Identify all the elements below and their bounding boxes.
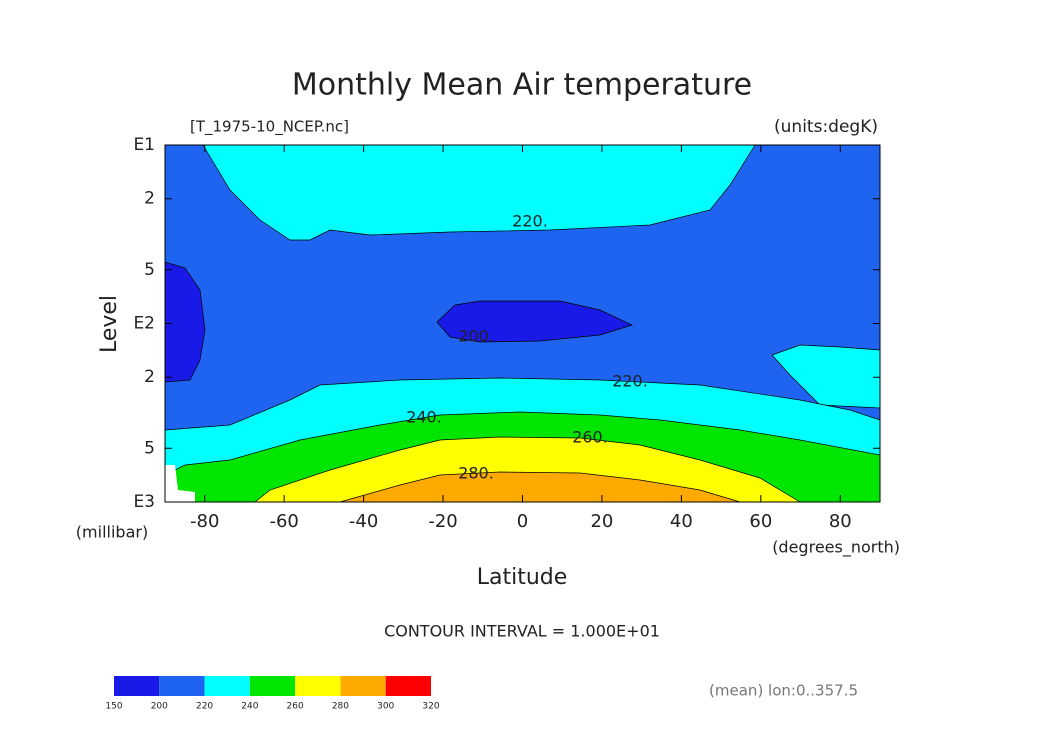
contour-label: 260. bbox=[572, 428, 608, 447]
x-tick-label: 0 bbox=[517, 511, 528, 532]
x-tick-label: -20 bbox=[428, 511, 457, 532]
colorbar-box bbox=[249, 676, 296, 696]
contour-label: 240. bbox=[406, 408, 442, 427]
y-tick-label: 5 bbox=[144, 438, 155, 458]
y-tick-label: E3 bbox=[133, 492, 155, 512]
colorbar-label: 260 bbox=[287, 702, 304, 712]
x-tick-label: 20 bbox=[590, 511, 613, 532]
contour-region bbox=[202, 144, 756, 241]
contour-label: 220. bbox=[512, 212, 548, 231]
x-axis-label: Latitude bbox=[477, 565, 568, 590]
colorbar-box bbox=[385, 676, 431, 696]
x-tick-label: 80 bbox=[829, 511, 852, 532]
colorbar-label: 280 bbox=[332, 702, 349, 712]
colorbar-label: 320 bbox=[422, 702, 439, 712]
x-tick-label: -60 bbox=[269, 511, 298, 532]
contour-region bbox=[436, 300, 633, 343]
x-tick-label: 60 bbox=[749, 511, 772, 532]
x-tick-label: 40 bbox=[670, 511, 693, 532]
contour-label: 220. bbox=[612, 372, 648, 391]
contour-label: 280. bbox=[458, 464, 494, 483]
colorbar-label: 220 bbox=[196, 702, 213, 712]
x-units: (degrees_north) bbox=[772, 538, 900, 558]
y-tick-label: 5 bbox=[144, 260, 155, 280]
y-units: (millibar) bbox=[76, 523, 148, 542]
contour-region bbox=[164, 261, 206, 383]
footnote: (mean) lon:0..357.5 bbox=[709, 682, 858, 700]
colorbar-box bbox=[295, 676, 341, 696]
y-tick-label: 2 bbox=[144, 189, 155, 209]
contour-interval: CONTOUR INTERVAL = 1.000E+01 bbox=[384, 622, 660, 641]
colorbar-box bbox=[204, 676, 250, 696]
colorbar-box bbox=[340, 676, 386, 696]
y-tick-label: E1 bbox=[133, 135, 155, 155]
chart-title: Monthly Mean Air temperature bbox=[292, 68, 752, 103]
colorbar-box bbox=[159, 676, 205, 696]
subtitle: [T_1975-10_NCEP.nc] bbox=[190, 118, 349, 137]
colorbar-label: 200 bbox=[151, 702, 168, 712]
colorbar-label: 240 bbox=[241, 702, 258, 712]
colorbar-box bbox=[114, 676, 160, 696]
colorbar-label: 150 bbox=[105, 702, 122, 712]
contour-fill bbox=[164, 144, 881, 503]
x-tick-label: -40 bbox=[349, 511, 378, 532]
y-tick-label: E2 bbox=[133, 314, 155, 334]
y-axis-label: Level bbox=[97, 295, 122, 353]
y-tick-label: 2 bbox=[144, 367, 155, 387]
contour-label: 200. bbox=[458, 327, 494, 346]
missing-data bbox=[165, 465, 195, 502]
colorbar-label: 300 bbox=[377, 702, 394, 712]
contour-region bbox=[339, 471, 741, 503]
x-tick-label: -80 bbox=[190, 511, 219, 532]
units-label: (units:degK) bbox=[774, 117, 878, 137]
